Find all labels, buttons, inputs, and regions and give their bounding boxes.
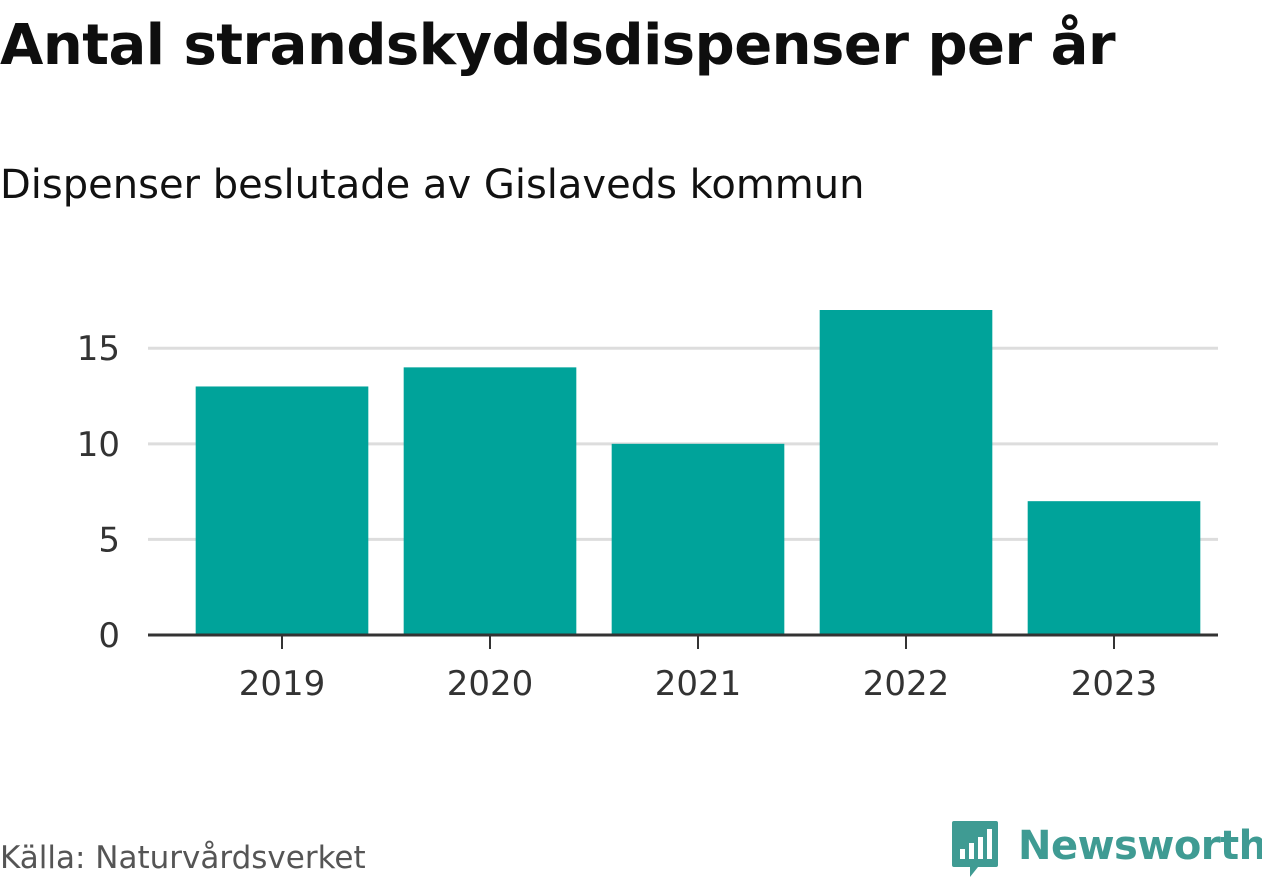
y-tick-labels: 0 5 10 15 (77, 329, 120, 656)
chart-subtitle: Dispenser beslutade av Gislaveds kommun (0, 162, 865, 208)
bar-2022 (819, 310, 993, 635)
bars (195, 310, 1201, 635)
y-tick-label: 0 (98, 616, 120, 656)
source-note: Källa: Naturvårdsverket (0, 840, 366, 876)
axes (148, 633, 1218, 649)
bar-2023 (1027, 501, 1201, 635)
chart-title: Antal strandskyddsdispenser per år (0, 13, 1116, 78)
brand-name: Newsworthy (1018, 823, 1262, 869)
bar-2020 (403, 367, 577, 635)
x-tick-label: 2019 (239, 664, 326, 704)
y-tick-label: 10 (77, 425, 120, 465)
newsworthy-logo-icon (952, 821, 998, 877)
y-tick-label: 5 (98, 520, 120, 560)
x-tick-label: 2023 (1071, 664, 1158, 704)
x-tick-label: 2022 (863, 664, 950, 704)
y-tick-label: 15 (77, 329, 120, 369)
bar-2019 (195, 386, 369, 635)
brand-logo-block: Newsworthy (950, 818, 1262, 880)
x-tick-label: 2021 (655, 664, 742, 704)
bar-2021 (611, 443, 785, 635)
x-tick-label: 2020 (447, 664, 534, 704)
bar-chart: 0 5 10 15 2019 2020 2021 2022 2023 (77, 310, 1218, 704)
x-tick-labels: 2019 2020 2021 2022 2023 (239, 664, 1158, 704)
